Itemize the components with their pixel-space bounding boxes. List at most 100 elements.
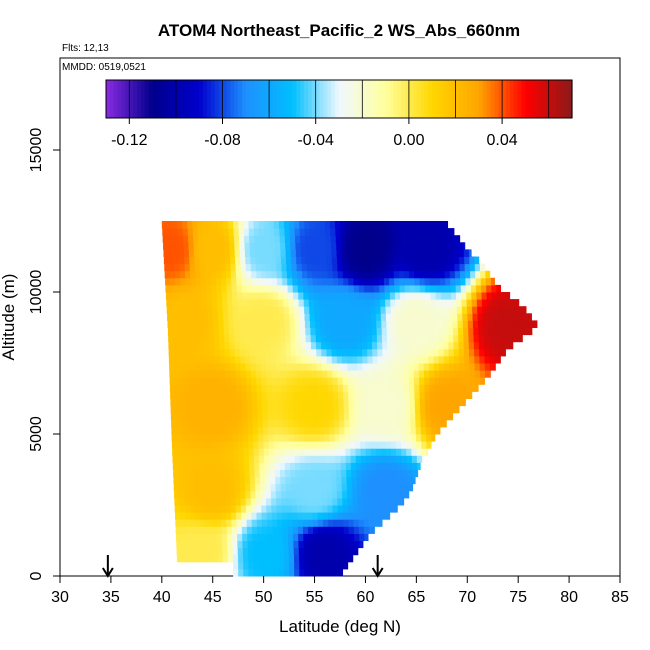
heatmap-cell — [449, 270, 456, 279]
x-axis: 30 35 40 45 50 55 60 65 70 75 80 85 — [51, 576, 629, 606]
heatmap-cell — [431, 299, 437, 307]
heatmap-cell — [274, 327, 281, 336]
colorbar-swatch — [187, 80, 193, 118]
heatmap-cell — [438, 249, 444, 257]
heatmap-cell — [319, 568, 326, 577]
heatmap-cell — [276, 384, 283, 392]
heatmap-cell — [222, 434, 229, 442]
heatmap-cell — [182, 221, 188, 229]
heatmap-cell — [301, 483, 307, 492]
heatmap-cell — [341, 242, 347, 250]
heatmap-cell — [310, 242, 317, 250]
heatmap-cell — [203, 320, 209, 328]
heatmap-cell — [263, 561, 270, 570]
heatmap-cell — [334, 306, 341, 314]
heatmap-cell — [497, 306, 504, 314]
heatmap-cell — [378, 519, 383, 527]
heatmap-cell — [418, 263, 425, 272]
heatmap-cell — [362, 483, 368, 492]
heatmap-cell — [213, 228, 219, 236]
heatmap-cell — [463, 327, 469, 336]
heatmap-cell — [197, 434, 203, 442]
heatmap-cell — [407, 476, 414, 485]
heatmap-cell — [234, 249, 241, 257]
heatmap-cell — [322, 512, 329, 520]
colorbar-swatch — [269, 80, 274, 118]
heatmap-cell — [423, 256, 430, 265]
heatmap-cell — [410, 412, 416, 421]
heatmap-cell — [377, 476, 383, 485]
heatmap-cell — [288, 306, 295, 314]
heatmap-cell — [219, 256, 226, 265]
heatmap-cell — [300, 462, 306, 470]
heatmap-cell — [387, 483, 394, 492]
heatmap-cell — [344, 419, 350, 428]
heatmap-cell — [303, 434, 310, 442]
heatmap-cell — [235, 370, 242, 378]
heatmap-cell — [334, 561, 341, 570]
heatmap-cell — [356, 235, 362, 243]
heatmap-cell — [342, 270, 349, 279]
heatmap-cell — [379, 292, 386, 300]
heatmap-cell — [264, 235, 271, 243]
colorbar-swatch — [509, 80, 515, 118]
colorbar-swatch — [319, 80, 325, 118]
heatmap-cell — [426, 441, 432, 449]
heatmap-cell — [207, 448, 214, 456]
heatmap-cell — [226, 526, 233, 534]
heatmap-cell — [384, 419, 391, 428]
heatmap-cell — [308, 526, 314, 534]
heatmap-cell — [180, 284, 187, 293]
heatmap-cell — [406, 441, 412, 449]
heatmap-cell — [295, 249, 302, 257]
heatmap-cell — [234, 483, 241, 492]
heatmap-cell — [362, 497, 369, 506]
heatmap-cell — [199, 249, 205, 257]
heatmap-cell — [310, 462, 316, 470]
heatmap-cell — [447, 327, 454, 336]
heatmap-cell — [301, 348, 307, 357]
heatmap-cell — [381, 327, 388, 336]
heatmap-cell — [169, 270, 176, 279]
heatmap-cell — [243, 306, 249, 314]
colorbar-swatch — [203, 80, 208, 118]
heatmap-cell — [350, 441, 356, 449]
heatmap-cell — [225, 370, 231, 378]
colorbar-swatch — [548, 80, 554, 118]
heatmap-cell — [240, 505, 247, 513]
heatmap-cell — [242, 299, 249, 307]
heatmap-cell — [234, 341, 241, 350]
heatmap-cell — [368, 384, 375, 392]
heatmap-cell — [280, 341, 286, 350]
heatmap-cell — [174, 370, 181, 378]
heatmap-cell — [212, 554, 219, 563]
heatmap-cell — [367, 490, 374, 499]
heatmap-cell — [377, 256, 384, 265]
heatmap-cell — [198, 334, 205, 343]
heatmap-cell — [187, 221, 193, 229]
heatmap-cell — [492, 306, 499, 314]
heatmap-cell — [169, 363, 175, 371]
heatmap-cell — [283, 540, 289, 549]
heatmap-cell — [419, 398, 426, 407]
heatmap-cell — [316, 483, 322, 492]
heatmap-cell — [177, 462, 184, 470]
heatmap-cell — [414, 391, 421, 399]
heatmap-cell — [239, 242, 246, 250]
heatmap-cell — [187, 320, 194, 328]
heatmap-cell — [363, 505, 369, 513]
heatmap-cell — [370, 434, 376, 442]
heatmap-cell — [274, 469, 281, 478]
heatmap-cell — [216, 398, 222, 407]
heatmap-cell — [321, 363, 328, 371]
heatmap-cell — [277, 412, 284, 421]
heatmap-cell — [186, 292, 192, 300]
heatmap-cell — [406, 448, 412, 456]
heatmap-cell — [382, 256, 389, 265]
heatmap-cell — [339, 547, 346, 556]
heatmap-cell — [396, 320, 403, 328]
heatmap-cell — [401, 455, 408, 463]
heatmap-cell — [202, 434, 208, 442]
heatmap-cell — [315, 327, 322, 336]
heatmap-cell — [294, 441, 300, 449]
